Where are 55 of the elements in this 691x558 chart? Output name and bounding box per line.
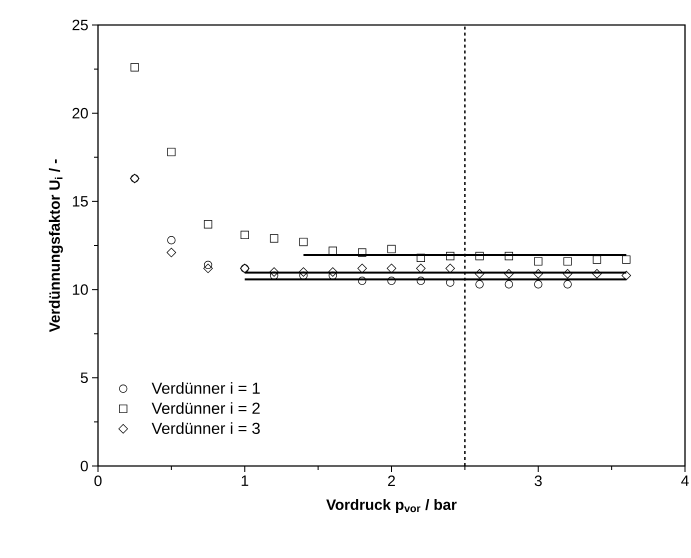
x-tick-label: 2 — [388, 476, 395, 486]
point — [416, 276, 425, 285]
legend-label: Verdünner i = 1 — [152, 382, 260, 394]
point — [387, 276, 396, 285]
point — [269, 267, 279, 277]
point — [167, 148, 176, 156]
point — [386, 264, 396, 274]
point — [167, 236, 176, 244]
point — [563, 257, 572, 266]
point — [357, 264, 367, 274]
point — [166, 248, 176, 258]
point — [475, 280, 484, 288]
point — [592, 268, 602, 278]
point — [504, 252, 514, 260]
x-axis-title: Vordruck p$_{vor}$ / bar — [326, 498, 457, 513]
point — [475, 252, 484, 260]
y-axis-title: Verdünnungsfaktor U$_{i}$ / - — [48, 159, 63, 332]
point — [534, 280, 542, 288]
point — [504, 280, 514, 288]
x-tick-label: 4 — [681, 476, 689, 486]
point — [203, 264, 213, 274]
point — [622, 270, 632, 280]
x-tick-label: 0 — [94, 476, 102, 486]
point — [534, 257, 542, 266]
legend-label: Verdünner i = 2 — [152, 402, 260, 414]
point — [358, 276, 366, 285]
point — [416, 264, 426, 274]
y-tick-label: 20 — [72, 108, 88, 118]
point — [328, 267, 338, 277]
point — [270, 234, 278, 243]
point — [504, 268, 514, 278]
point — [474, 268, 484, 278]
point — [562, 268, 572, 278]
point — [563, 280, 572, 288]
point — [387, 244, 396, 254]
point — [298, 267, 308, 277]
y-tick-label: 15 — [72, 196, 88, 207]
point — [204, 220, 212, 228]
x-tick-label: 1 — [242, 476, 248, 486]
point — [446, 252, 454, 260]
point — [204, 260, 212, 270]
point — [534, 268, 543, 278]
legend-label: Verdünner i = 3 — [152, 422, 260, 434]
point — [299, 238, 308, 246]
y-tick-label: 25 — [72, 20, 88, 30]
x-tick-label: 3 — [534, 476, 542, 486]
y-tick-label: 5 — [80, 372, 88, 384]
y-tick-label: 0 — [80, 460, 88, 472]
point — [358, 248, 366, 257]
point — [592, 255, 602, 264]
point — [445, 264, 455, 274]
point — [622, 255, 630, 264]
point — [240, 230, 249, 240]
point — [130, 63, 139, 72]
y-tick-label: 10 — [72, 284, 88, 295]
